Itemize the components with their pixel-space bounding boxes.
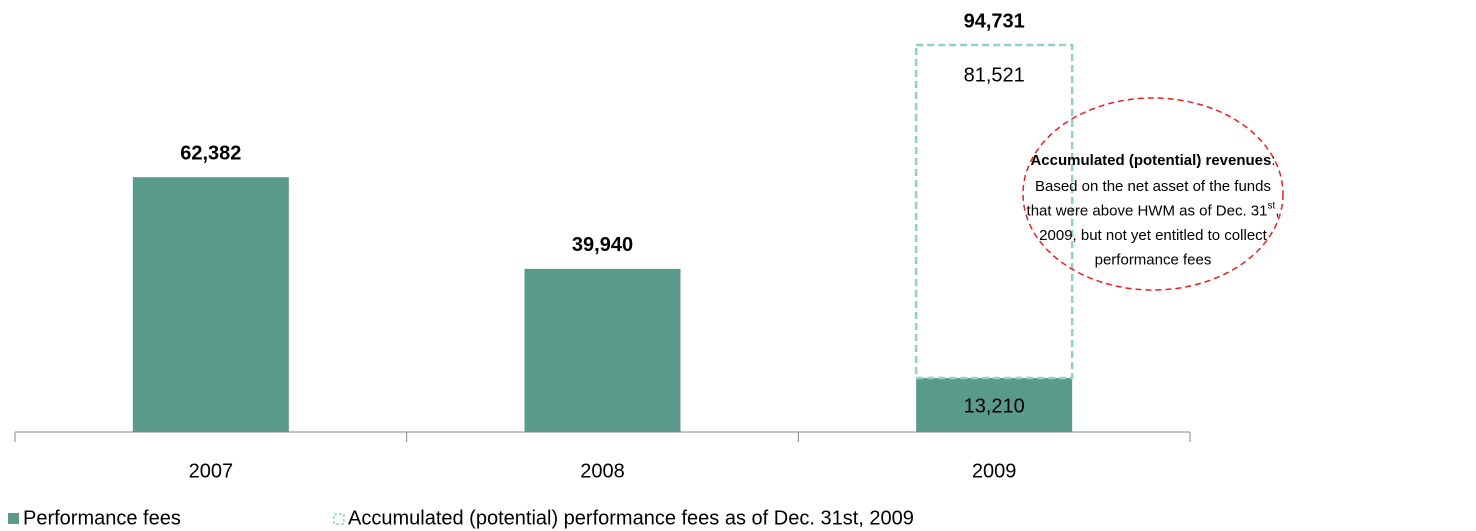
annotation-title-suffix: : — [1271, 152, 1275, 169]
legend-label: Accumulated (potential) performance fees… — [348, 507, 914, 529]
x-tick-label: 2007 — [189, 460, 234, 482]
annotation-ellipse — [1022, 97, 1284, 291]
annotation-title-bold: Accumulated (potential) revenues — [1030, 152, 1271, 169]
annotation-line: 2009, but not yet entitled to collect — [1039, 227, 1267, 244]
annotation-line: that were above HWM as of Dec. 31st, — [1027, 201, 1280, 220]
annotation-text: 2009, but not yet entitled to collect — [1039, 227, 1267, 244]
legend-label: Performance fees — [23, 507, 181, 529]
total-label: 62,382 — [180, 142, 241, 164]
bar-segment — [914, 43, 1074, 380]
legend-swatch — [333, 513, 345, 525]
annotation-line: Based on the net asset of the funds — [1035, 178, 1271, 195]
annotation-title: Accumulated (potential) revenues: — [1030, 152, 1275, 169]
x-tick-label: 2009 — [972, 460, 1017, 482]
annotation-text: , — [1275, 202, 1279, 219]
bar-segment — [132, 177, 289, 432]
annotation-text: that were above HWM as of Dec. 31 — [1027, 202, 1268, 219]
legend-swatch — [8, 513, 19, 524]
annotation-text: performance fees — [1095, 251, 1212, 268]
segment-label: 81,521 — [964, 64, 1025, 86]
x-tick-label: 2008 — [580, 460, 625, 482]
bar-segment — [524, 268, 681, 432]
annotation-text: st — [1267, 201, 1275, 212]
segment-label: 13,210 — [964, 395, 1025, 417]
total-label: 39,940 — [572, 234, 633, 256]
bar-segment — [916, 378, 1073, 432]
annotation-text: Based on the net asset of the funds — [1035, 178, 1271, 195]
total-label: 94,731 — [964, 10, 1025, 32]
annotation-line: performance fees — [1095, 251, 1212, 268]
